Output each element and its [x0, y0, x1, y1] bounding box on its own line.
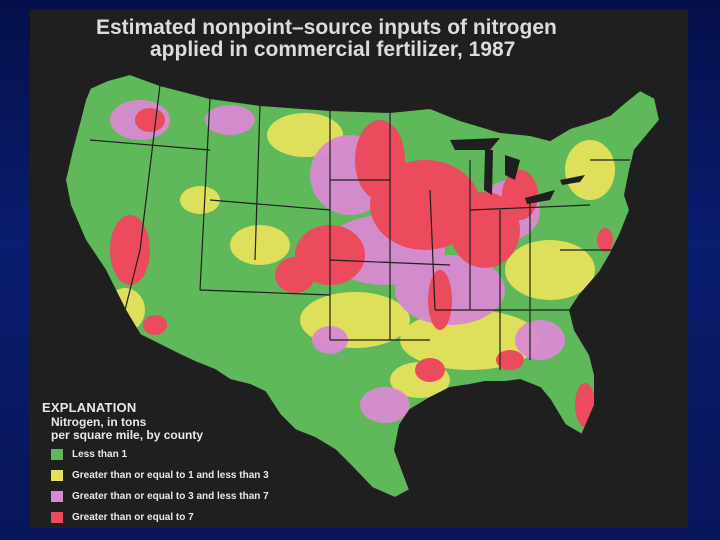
legend-item-label: Greater than or equal to 7: [72, 512, 194, 523]
legend-subtitle: Nitrogen, in tons per square mile, by co…: [51, 416, 269, 442]
legend-item-1-to-3: Greater than or equal to 1 and less than…: [51, 467, 269, 484]
legend-item-label: Less than 1: [72, 449, 128, 460]
legend-swatch: [51, 512, 63, 523]
legend-item-3-to-7: Greater than or equal to 3 and less than…: [51, 488, 269, 505]
legend-item-7-or-more: Greater than or equal to 7: [51, 509, 269, 526]
great-lakes: [450, 138, 585, 204]
state-borders: [89, 84, 630, 370]
map-title-line-1: Estimated nonpoint–source inputs of nitr…: [96, 16, 557, 39]
legend-subtitle-line-1: Nitrogen, in tons: [51, 415, 147, 429]
map-legend: EXPLANATION Nitrogen, in tons per square…: [42, 400, 269, 526]
legend-subtitle-line-2: per square mile, by county: [51, 428, 204, 442]
legend-item-less-than-1: Less than 1: [51, 446, 269, 463]
legend-heading: EXPLANATION: [42, 400, 137, 415]
legend-swatch: [51, 449, 63, 460]
legend-swatch: [51, 491, 63, 502]
legend-item-label: Greater than or equal to 3 and less than…: [72, 491, 269, 502]
map-title-line-2: applied in commercial fertilizer, 1987: [150, 38, 516, 61]
nitrogen-map: [64, 73, 661, 499]
legend-item-label: Greater than or equal to 1 and less than…: [72, 470, 269, 481]
map-figure: Estimated nonpoint–source inputs of nitr…: [30, 10, 688, 528]
legend-swatch: [51, 470, 63, 481]
